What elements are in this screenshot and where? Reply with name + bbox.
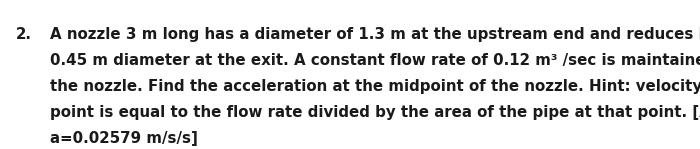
Text: 0.45 m diameter at the exit. A constant flow rate of 0.12 m³ /sec is maintained : 0.45 m diameter at the exit. A constant … (50, 53, 700, 68)
Text: the nozzle. Find the acceleration at the midpoint of the nozzle. Hint: velocity : the nozzle. Find the acceleration at the… (50, 79, 700, 94)
Text: point is equal to the flow rate divided by the area of the pipe at that point. [: point is equal to the flow rate divided … (50, 105, 700, 120)
Text: 2.: 2. (15, 27, 32, 42)
Text: a=0.02579 m/s/s]: a=0.02579 m/s/s] (50, 131, 198, 146)
Text: A nozzle 3 m long has a diameter of 1.3 m at the upstream end and reduces linear: A nozzle 3 m long has a diameter of 1.3 … (50, 27, 700, 42)
